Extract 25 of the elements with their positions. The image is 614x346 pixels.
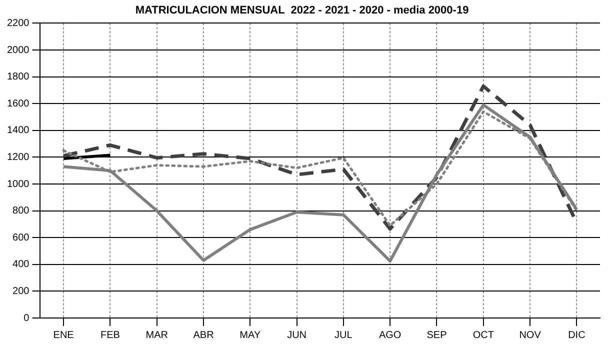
x-tick-label: NOV — [519, 330, 542, 341]
x-tick-label: MAY — [240, 330, 261, 341]
x-tick-label: AGO — [378, 330, 402, 341]
x-tick-label: ENE — [53, 330, 74, 341]
y-tick-label: 800 — [12, 206, 30, 217]
y-tick-label: 200 — [12, 286, 30, 297]
x-tick-label: JUN — [287, 330, 307, 341]
x-tick-label: MAR — [146, 330, 168, 341]
x-tick-label: DIC — [568, 330, 586, 341]
y-tick-label: 1400 — [6, 125, 30, 136]
y-tick-label: 1800 — [6, 72, 30, 83]
y-tick-label: 400 — [12, 259, 30, 270]
y-tick-label: 600 — [12, 232, 30, 244]
y-tick-label: 1200 — [6, 152, 30, 163]
x-tick-label: FEB — [100, 330, 120, 341]
y-tick-label: 1600 — [6, 98, 30, 110]
chart-title: MATRICULACION MENSUAL 2022 - 2021 - 2020 - media 2000-19 — [135, 4, 469, 17]
x-tick-label: ABR — [193, 330, 214, 341]
y-tick-label: 1000 — [6, 178, 30, 190]
y-tick-label: 0 — [24, 312, 30, 324]
y-tick-label: 2000 — [6, 44, 30, 56]
x-tick-label: JUL — [334, 330, 353, 341]
x-tick-label: OCT — [472, 330, 494, 341]
y-tick-label: 2200 — [6, 18, 30, 29]
x-tick-label: SEP — [426, 330, 448, 341]
